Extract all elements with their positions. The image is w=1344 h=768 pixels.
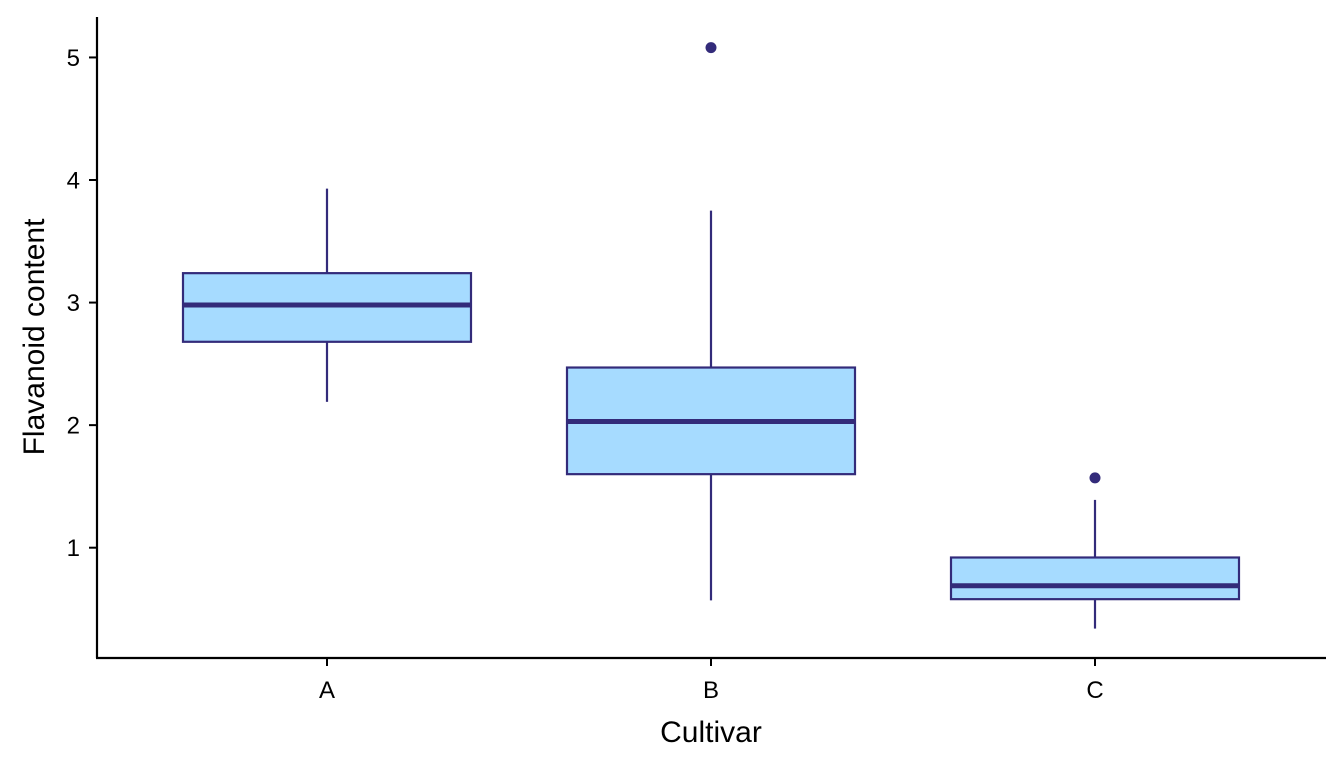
x-axis-title: Cultivar — [660, 716, 762, 749]
boxes-layer — [181, 42, 1241, 629]
outlier-point — [705, 42, 717, 54]
x-tick-label: C — [1086, 677, 1103, 704]
y-ticks: 1 2 3 4 5 — [67, 45, 97, 562]
outlier-point — [1089, 472, 1101, 484]
box-C — [949, 472, 1241, 629]
box-B — [565, 42, 857, 601]
y-tick-label: 2 — [67, 413, 80, 440]
y-tick-label: 3 — [67, 290, 80, 317]
y-tick-label: 4 — [67, 168, 80, 195]
box-A — [181, 188, 473, 402]
box-iqr — [949, 556, 1241, 601]
x-tick-label: A — [319, 677, 335, 704]
y-axis-title: Flavanoid content — [18, 218, 51, 455]
x-tick-label: B — [703, 677, 719, 704]
x-ticks: A B C — [319, 658, 1104, 704]
y-tick-label: 1 — [67, 535, 80, 562]
y-tick-label: 5 — [67, 45, 80, 72]
